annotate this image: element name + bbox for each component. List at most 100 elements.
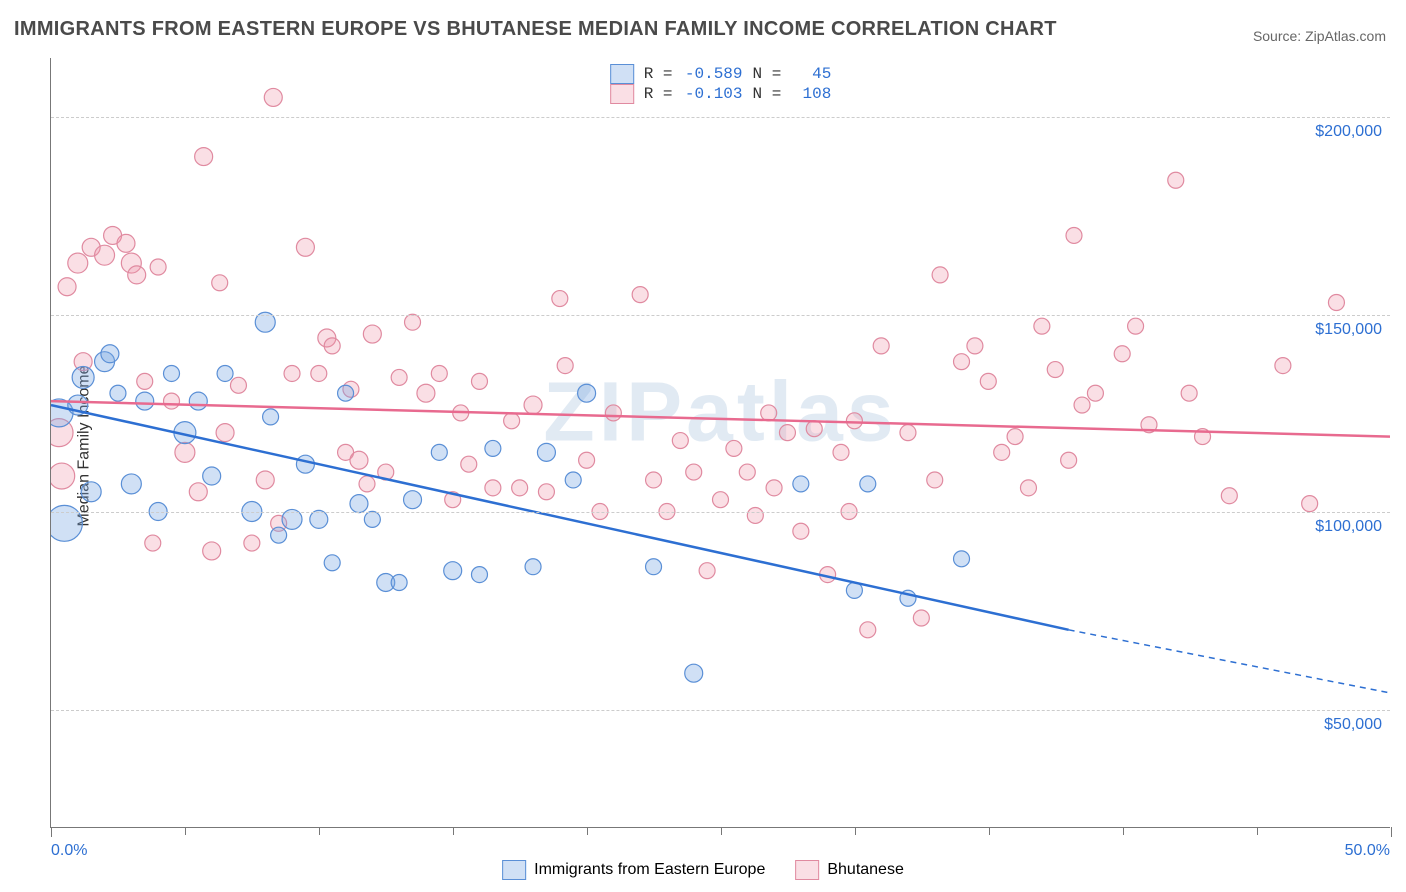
- scatter-point: [739, 464, 755, 480]
- legend-row-bhutanese: R = -0.103 N = 108: [610, 84, 832, 104]
- scatter-point: [504, 413, 520, 429]
- scatter-point: [95, 245, 115, 265]
- scatter-point: [833, 444, 849, 460]
- source-label: Source: ZipAtlas.com: [1253, 28, 1386, 44]
- scatter-point: [954, 354, 970, 370]
- scatter-point: [860, 476, 876, 492]
- scatter-point: [605, 405, 621, 421]
- scatter-point: [578, 384, 596, 402]
- scatter-point: [145, 535, 161, 551]
- scatter-point: [1168, 172, 1184, 188]
- scatter-point: [1328, 295, 1344, 311]
- swatch-eastern-europe-icon: [502, 860, 526, 880]
- scatter-point: [779, 425, 795, 441]
- legend-label-bhutanese: Bhutanese: [827, 861, 904, 879]
- scatter-point: [806, 421, 822, 437]
- scatter-point: [557, 358, 573, 374]
- scatter-point: [512, 480, 528, 496]
- scatter-point: [538, 484, 554, 500]
- scatter-point: [101, 345, 119, 363]
- scatter-point: [1221, 488, 1237, 504]
- scatter-point: [350, 451, 368, 469]
- scatter-point: [110, 385, 126, 401]
- scatter-point: [444, 562, 462, 580]
- scatter-point: [350, 495, 368, 513]
- scatter-point: [1275, 358, 1291, 374]
- scatter-point: [967, 338, 983, 354]
- gridline: [51, 512, 1390, 513]
- scatter-point: [364, 511, 380, 527]
- scatter-point: [1128, 318, 1144, 334]
- scatter-point: [195, 148, 213, 166]
- scatter-point: [461, 456, 477, 472]
- scatter-point: [81, 482, 101, 502]
- r-value-bhutanese: -0.103: [683, 85, 743, 103]
- scatter-point: [860, 622, 876, 638]
- scatter-point: [363, 325, 381, 343]
- scatter-point: [189, 483, 207, 501]
- scatter-point: [391, 575, 407, 591]
- scatter-point: [632, 287, 648, 303]
- gridline: [51, 315, 1390, 316]
- scatter-point: [932, 267, 948, 283]
- scatter-point: [525, 559, 541, 575]
- scatter-point: [524, 396, 542, 414]
- scatter-point: [565, 472, 581, 488]
- x-tick-mark: [1257, 827, 1258, 835]
- scatter-point: [994, 444, 1010, 460]
- x-tick-label: 0.0%: [51, 842, 87, 860]
- series-legend: Immigrants from Eastern Europe Bhutanese: [502, 860, 904, 880]
- scatter-point: [646, 559, 662, 575]
- scatter-point: [766, 480, 782, 496]
- scatter-point: [212, 275, 228, 291]
- gridline: [51, 710, 1390, 711]
- scatter-point: [431, 444, 447, 460]
- scatter-point: [913, 610, 929, 626]
- chart-svg: [51, 58, 1390, 827]
- scatter-point: [900, 425, 916, 441]
- scatter-point: [324, 555, 340, 571]
- scatter-point: [927, 472, 943, 488]
- scatter-point: [1007, 429, 1023, 445]
- scatter-point: [646, 472, 662, 488]
- scatter-point: [713, 492, 729, 508]
- y-tick-label: $200,000: [1315, 123, 1382, 141]
- gridline: [51, 117, 1390, 118]
- scatter-point: [230, 377, 246, 393]
- chart-container: IMMIGRANTS FROM EASTERN EUROPE VS BHUTAN…: [0, 0, 1406, 892]
- scatter-point: [51, 463, 75, 489]
- x-tick-mark: [989, 827, 990, 835]
- scatter-point: [417, 384, 435, 402]
- scatter-point: [216, 424, 234, 442]
- n-value-bhutanese: 108: [791, 85, 831, 103]
- scatter-point: [552, 291, 568, 307]
- scatter-point: [431, 365, 447, 381]
- scatter-point: [72, 366, 94, 388]
- scatter-point: [391, 369, 407, 385]
- scatter-point: [537, 443, 555, 461]
- scatter-point: [672, 433, 688, 449]
- regression-line: [51, 401, 1390, 436]
- scatter-point: [263, 409, 279, 425]
- scatter-point: [203, 542, 221, 560]
- x-tick-mark: [721, 827, 722, 835]
- scatter-point: [699, 563, 715, 579]
- scatter-point: [1020, 480, 1036, 496]
- scatter-point: [338, 385, 354, 401]
- legend-row-eastern-europe: R = -0.589 N = 45: [610, 64, 832, 84]
- x-tick-mark: [185, 827, 186, 835]
- scatter-point: [359, 476, 375, 492]
- scatter-point: [136, 392, 154, 410]
- x-tick-mark: [453, 827, 454, 835]
- scatter-point: [311, 365, 327, 381]
- scatter-point: [685, 664, 703, 682]
- scatter-point: [579, 452, 595, 468]
- plot-area: ZIPatlas R = -0.589 N = 45 R = -0.103 N …: [50, 58, 1390, 828]
- legend-label-eastern-europe: Immigrants from Eastern Europe: [534, 861, 765, 879]
- scatter-point: [471, 567, 487, 583]
- y-tick-label: $100,000: [1315, 518, 1382, 536]
- scatter-point: [217, 365, 233, 381]
- chart-title: IMMIGRANTS FROM EASTERN EUROPE VS BHUTAN…: [14, 18, 1057, 41]
- scatter-point: [1181, 385, 1197, 401]
- legend-item-eastern-europe: Immigrants from Eastern Europe: [502, 860, 765, 880]
